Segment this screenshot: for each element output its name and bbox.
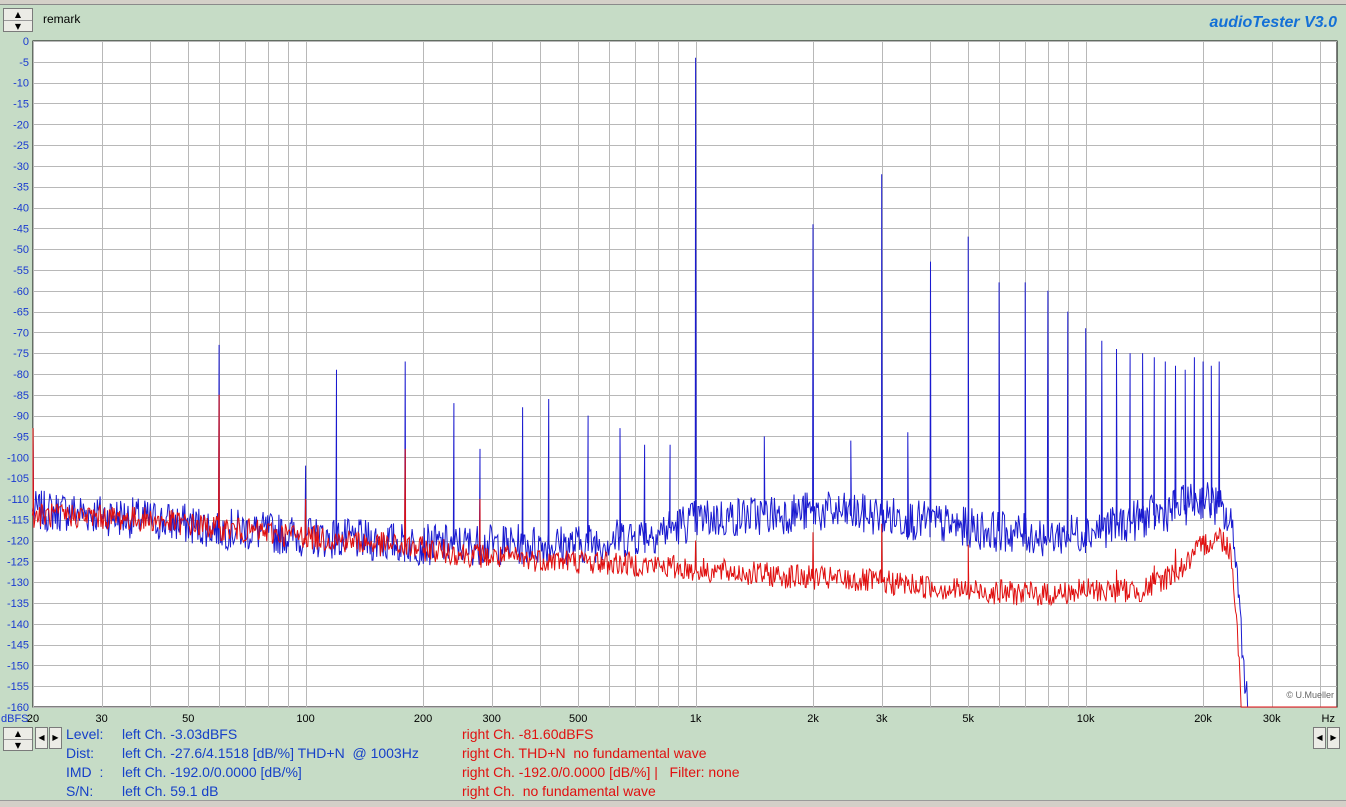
x-tick-label: 300 [483,713,501,725]
y-tick-label: -115 [8,515,29,527]
scroll-left-arrow-icon[interactable]: ◀ [35,727,48,749]
y-tick-label: -140 [7,619,29,631]
y-tick-label: -45 [13,223,29,235]
dist-label: Dist: [66,745,94,761]
y-tick-label: -5 [19,57,29,69]
y-tick-label: -30 [13,161,29,173]
y-tick-label: -55 [13,265,29,277]
window-top-strip [0,0,1346,5]
y-tick-label: -40 [13,203,29,215]
y-tick-label: -150 [7,660,29,672]
status-bar [0,800,1346,807]
zoom-left-arrow-icon[interactable]: ◀ [1313,727,1326,749]
spectrum-chart[interactable]: 0 -5 -10 -15 -20 -25 -30 -35 -40 -45 -50 -55 -60 -65 -… [0,0,1346,730]
left-sn-value: left Ch. 59.1 dB [122,783,219,799]
app-brand-title: audioTester V3.0 [1209,14,1337,31]
y-tick-label: -75 [13,348,29,360]
right-imd-value: right Ch. -192.0/0.0000 [dB/%] | Filter:… [462,764,740,780]
level-spinner[interactable]: ▲ ▼ [3,727,33,751]
x-tick-label: 10k [1077,713,1095,725]
y-tick-label: -25 [13,140,29,152]
sn-label: S/N: [66,783,94,799]
y-tick-label: -60 [13,286,29,298]
x-tick-label: 100 [296,713,314,725]
x-axis-label: Hz [1322,713,1335,725]
left-dist-value: left Ch. -27.6/4.1518 [dB/%] THD+N @ 100… [122,745,419,761]
y-tick-label: -95 [13,431,29,443]
y-tick-label: -135 [7,598,29,610]
y-tick-label: -50 [13,244,29,256]
spin-down-icon[interactable]: ▼ [4,20,32,32]
y-tick-label: -145 [7,640,29,652]
x-tick-label: 30 [96,713,108,725]
left-imd-value: left Ch. -192.0/0.0000 [dB/%] [122,764,302,780]
x-tick-label: 50 [182,713,194,725]
watermark: © U.Mueller [1286,690,1334,700]
x-tick-label: 30k [1263,713,1281,725]
y-tick-label: -20 [13,119,29,131]
left-level-value: left Ch. -3.03dBFS [122,726,238,742]
x-tick-label: 20 [27,713,39,725]
y-tick-label: -35 [13,182,29,194]
y-tick-label: -65 [13,307,29,319]
x-tick-label: 200 [414,713,432,725]
right-dist-value: right Ch. THD+N no fundamental wave [462,745,707,761]
y-tick-label: -90 [13,411,29,423]
y-tick-label: -110 [8,494,29,506]
y-tick-label: -70 [13,327,29,339]
y-tick-label: -85 [13,390,29,402]
zoom-right-arrow-icon[interactable]: ▶ [1327,727,1340,749]
x-tick-label: 2k [807,713,819,725]
y-tick-label: -160 [7,702,29,714]
remark-label: remark [43,12,81,26]
y-tick-label: -105 [7,473,29,485]
right-sn-value: right Ch. no fundamental wave [462,783,656,799]
y-tick-label: -10 [13,78,29,90]
y-tick-label: -120 [7,536,29,548]
x-tick-label: 500 [569,713,587,725]
spin-up-icon[interactable]: ▲ [14,10,22,19]
imd-label: IMD : [66,764,104,780]
x-tick-label: 5k [962,713,974,725]
x-tick-label: 1k [690,713,702,725]
level-label: Level: [66,726,104,742]
y-tick-label: -80 [13,369,29,381]
y-tick-label: -125 [7,556,29,568]
y-tick-label: -100 [7,452,29,464]
y-tick-label: 0 [23,36,29,48]
right-channel-trace [31,394,1337,708]
right-level-value: right Ch. -81.60dBFS [462,726,594,742]
spin-down-icon[interactable]: ▼ [4,739,32,751]
y-tick-label: -155 [7,681,29,693]
y-tick-label: -15 [13,98,29,110]
y-axis-label: dBFS [1,713,29,725]
x-tick-label: 20k [1194,713,1212,725]
scroll-right-arrow-icon[interactable]: ▶ [49,727,62,749]
spin-up-icon[interactable]: ▲ [14,729,22,738]
left-channel-trace [31,57,1337,708]
y-tick-label: -130 [7,577,29,589]
x-tick-label: 3k [876,713,888,725]
remark-spinner[interactable]: ▲ ▼ [3,8,33,32]
